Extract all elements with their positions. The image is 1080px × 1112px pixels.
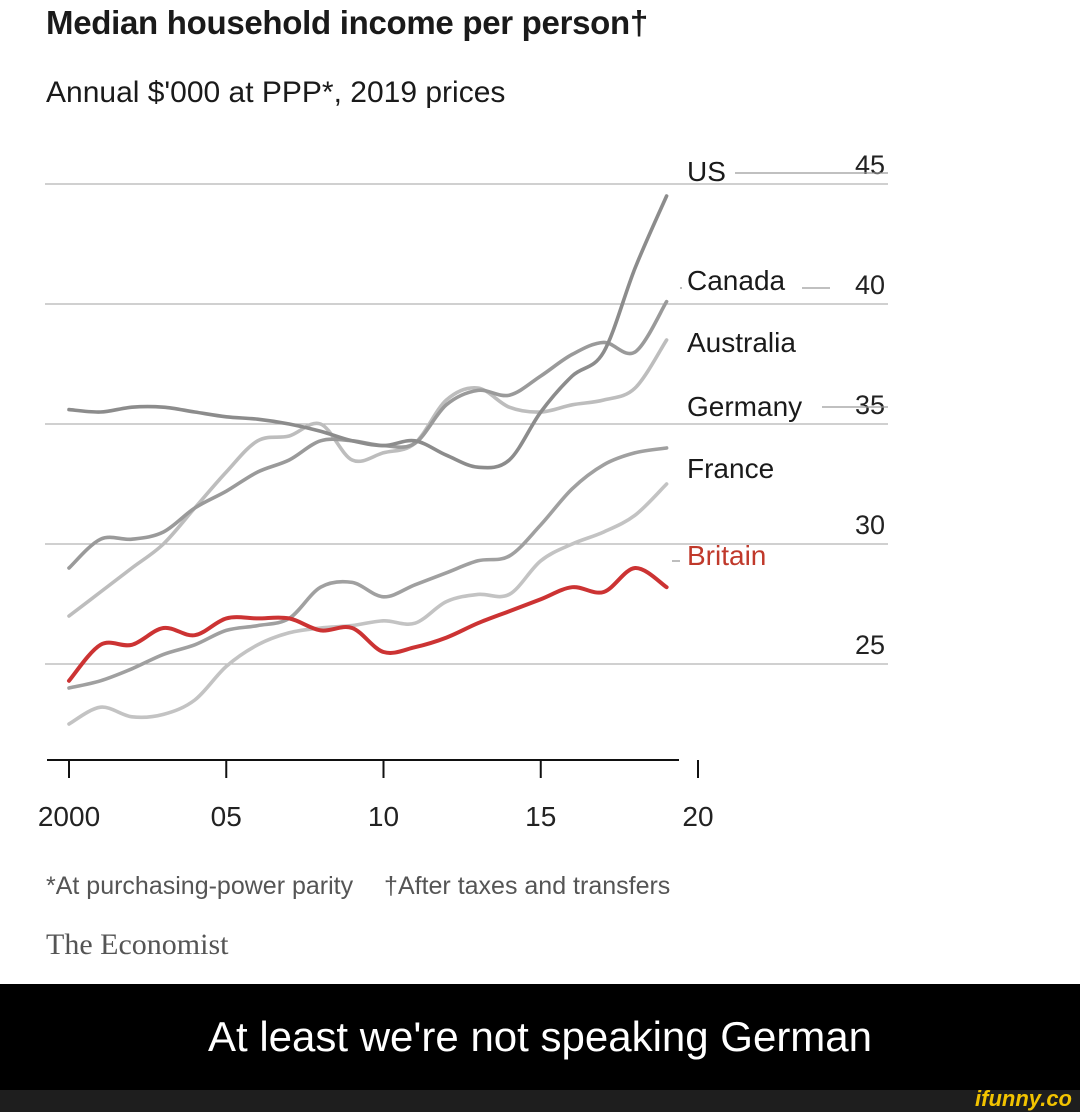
series-label-britain: Britain (687, 540, 766, 571)
series-line-france (67, 482, 669, 726)
caption-bar: At least we're not speaking German (0, 984, 1080, 1090)
series-line-us (67, 194, 669, 470)
x-tick-label-2020: 20 (682, 801, 713, 832)
x-tick-label-2005: 05 (211, 801, 242, 832)
watermark-logo: ifunny.co (975, 1086, 1072, 1111)
series-line-canada (67, 299, 669, 570)
chart-title: Median household income per person† (46, 4, 648, 41)
series-label-australia: Australia (687, 327, 796, 358)
y-tick-label-25: 25 (855, 630, 885, 660)
series-label-canada: Canada (687, 265, 786, 296)
series-line-australia (67, 338, 669, 618)
footnote-after-tax: †After taxes and transfers (384, 872, 671, 900)
series-line-britain (67, 566, 669, 683)
x-tick-label-2010: 10 (368, 801, 399, 832)
x-tick-label-2000: 2000 (38, 801, 100, 832)
y-tick-label-40: 40 (855, 270, 885, 300)
line-chart: 25 30 35 40 45 2000 05 10 15 20 France Australia Ger… (38, 150, 888, 832)
bottom-strip (0, 1090, 1080, 1112)
series-label-us: US (687, 156, 726, 187)
meme-caption: At least we're not speaking German (207, 1013, 873, 1060)
footnotes: *At purchasing-power parity †After taxes… (46, 872, 670, 901)
chart-subtitle: Annual $'000 at PPP*, 2019 prices (46, 76, 506, 109)
chart-area: Median household income per person† Annu… (37, 4, 888, 961)
series-label-france: France (687, 453, 774, 484)
y-tick-label-30: 30 (855, 510, 885, 540)
y-tick-label-35: 35 (855, 390, 885, 420)
series-label-germany: Germany (687, 391, 802, 422)
x-tick-label-2015: 15 (525, 801, 556, 832)
y-tick-label-45: 45 (855, 150, 885, 180)
source-credit: The Economist (46, 928, 229, 961)
footnote-ppp: *At purchasing-power parity (46, 872, 354, 900)
series-line-germany (67, 446, 669, 690)
